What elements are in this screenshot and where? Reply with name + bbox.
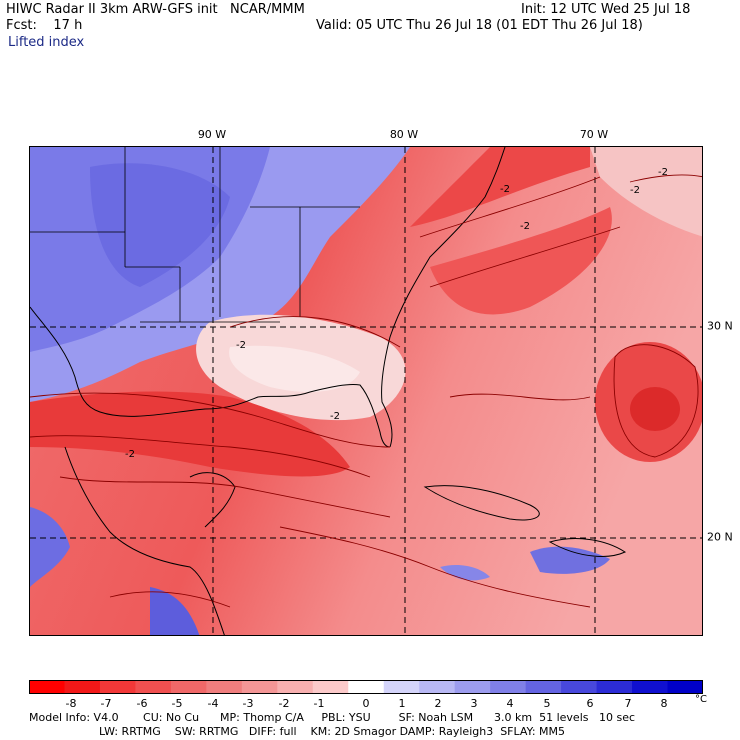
colorbar-tick: -4 [207, 697, 219, 710]
valid-time: Valid: 05 UTC Thu 26 Jul 18 (01 EDT Thu … [316, 18, 643, 33]
colorbar-tick: -6 [136, 697, 148, 710]
colorbar-unit: °C [695, 694, 707, 705]
li-contours [30, 174, 702, 608]
colorbar-swatch [206, 680, 243, 694]
colorbar [29, 680, 703, 694]
colorbar-swatch [454, 680, 491, 694]
colorbar-swatch [632, 680, 669, 694]
lat-label-20n: 20 N [707, 530, 733, 544]
cuba-coastline [423, 485, 540, 521]
model-title: HIWC Radar II 3km ARW-GFS init NCAR/MMM [6, 2, 305, 17]
unstable-atlantic-band [430, 207, 612, 315]
colorbar-tick: 6 [586, 697, 594, 710]
lon-label-90w: 90 W [197, 128, 227, 141]
map-canvas: -2 -2 -2 -2 -2 -2 -2 [30, 147, 702, 635]
contour-label: -2 [236, 340, 246, 351]
stable-west-patch [30, 507, 70, 587]
neutral-band [229, 345, 360, 392]
colorbar-tick: -5 [171, 697, 183, 710]
stable-cuba-patch [440, 565, 490, 581]
mexico-coastline [64, 446, 225, 635]
contour-label: -2 [330, 411, 340, 422]
colorbar-swatch [667, 680, 703, 694]
contour-label: -2 [630, 185, 640, 196]
init-time: Init: 12 UTC Wed 25 Jul 18 [521, 2, 691, 17]
colorbar-swatch [348, 680, 385, 694]
colorbar-tick: -1 [313, 697, 325, 710]
state-borders [30, 147, 360, 323]
colorbar-swatch [383, 680, 420, 694]
stable-south-patch [150, 587, 200, 635]
northeast-weak-region [590, 147, 702, 237]
colorbar-swatch [241, 680, 278, 694]
colorbar-tick: -3 [242, 697, 254, 710]
colorbar-tick: -8 [65, 697, 77, 710]
colorbar-swatch [312, 680, 349, 694]
hispaniola-coastline [548, 538, 627, 557]
unstable-gulf-band [30, 391, 350, 477]
colorbar-swatch [135, 680, 172, 694]
gulf-coastline [30, 306, 391, 448]
model-info-line1: Model Info: V4.0 CU: No Cu MP: Thomp C/A… [29, 711, 636, 724]
colorbar-swatch [561, 680, 598, 694]
unstable-cell-core [630, 387, 680, 431]
colorbar-swatch [29, 680, 65, 694]
colorbar-swatch [419, 680, 456, 694]
yucatan-coastline [189, 472, 236, 528]
lat-label-30n: 30 N [707, 319, 733, 333]
colorbar-swatch [99, 680, 136, 694]
colorbar-tick: 2 [434, 697, 442, 710]
atlantic-coastline [381, 147, 506, 448]
contour-label: -2 [125, 449, 135, 460]
colorbar-swatch [64, 680, 101, 694]
contour-label: -2 [500, 184, 510, 195]
lon-label-70w: 70 W [579, 128, 609, 141]
colorbar-swatch [277, 680, 314, 694]
lifted-index-map: -2 -2 -2 -2 -2 -2 -2 [29, 146, 703, 636]
colorbar-swatch [525, 680, 562, 694]
forecast-hour: Fcst: 17 h [6, 18, 83, 33]
model-info-line2: LW: RRTMG SW: RRTMG DIFF: full KM: 2D Sm… [99, 725, 565, 738]
colorbar-tick: 1 [398, 697, 406, 710]
colorbar-tick: -7 [100, 697, 112, 710]
colorbar-tick: 0 [362, 697, 370, 710]
colorbar-swatch [596, 680, 633, 694]
contour-label: -2 [520, 221, 530, 232]
unstable-atlantic-streak [410, 147, 590, 227]
stable-caribbean-patch [530, 546, 610, 574]
colorbar-tick: 3 [470, 697, 478, 710]
field-name: Lifted index [8, 35, 85, 50]
colorbar-tick: 5 [543, 697, 551, 710]
colorbar-border [29, 680, 703, 694]
colorbar-swatch [490, 680, 527, 694]
colorbar-swatch [170, 680, 207, 694]
colorbar-tick: 7 [624, 697, 632, 710]
contour-label: -2 [658, 167, 668, 178]
colorbar-tick: 4 [506, 697, 514, 710]
colorbar-tick: -2 [278, 697, 290, 710]
colorbar-tick: 8 [660, 697, 668, 710]
lon-label-80w: 80 W [389, 128, 419, 141]
